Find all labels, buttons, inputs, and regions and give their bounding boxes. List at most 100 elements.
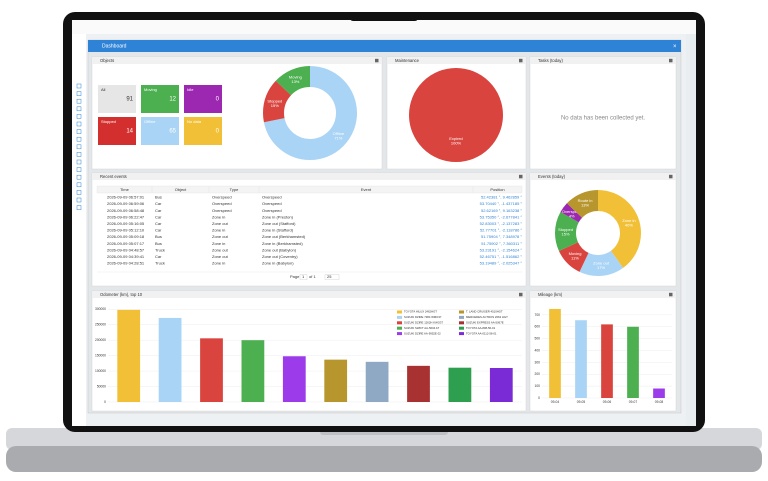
slice-value: 40% (625, 223, 633, 228)
checkbox[interactable] (76, 129, 82, 134)
table-cell: 51.75902 °, 7.360311 ° (481, 241, 522, 246)
page-size-value: 25 (327, 274, 332, 279)
legend-swatch (397, 332, 402, 336)
checkbox[interactable] (76, 106, 82, 112)
checkbox[interactable] (76, 167, 82, 172)
bar (549, 308, 561, 398)
table-cell: Car (155, 228, 162, 233)
bar (489, 368, 513, 402)
column-header[interactable]: Position (490, 187, 504, 192)
pie-slice (555, 190, 641, 276)
events-today-panel-settings[interactable] (669, 174, 673, 179)
status-tile[interactable] (141, 117, 179, 145)
table-cell: Zone out (212, 247, 229, 252)
checkbox[interactable] (76, 144, 82, 150)
tile-value: 65 (169, 129, 176, 135)
status-tile[interactable] (184, 85, 222, 113)
checkbox[interactable] (76, 91, 82, 96)
maintenance-panel-header (387, 57, 526, 64)
checkbox[interactable] (76, 152, 82, 157)
recent-events-panel-settings[interactable] (519, 174, 523, 179)
checkbox[interactable] (76, 197, 82, 203)
tile-value: 12 (169, 97, 176, 103)
bar (601, 324, 613, 398)
table-cell: Zone out (212, 234, 229, 239)
pie-slice (263, 66, 357, 160)
table-cell: 51.75904 °, 7.348978 ° (481, 234, 522, 239)
table-cell: Zone in (212, 228, 225, 233)
table-cell: Overspeed (262, 201, 282, 206)
laptop-base (6, 428, 762, 450)
mileage-panel-header (530, 291, 676, 298)
column-header[interactable]: Type (230, 187, 239, 192)
events-today-panel-title: Events (today) (538, 174, 566, 179)
events-today-panel-header (530, 173, 676, 180)
legend-swatch (459, 310, 464, 314)
objects-panel-settings[interactable] (375, 58, 379, 63)
mileage-panel-settings[interactable] (669, 292, 673, 297)
y-tick-label: 100 (534, 384, 540, 388)
pager-input[interactable] (299, 274, 308, 280)
tasks-panel-title: Tasks (today) (538, 58, 564, 63)
checkbox[interactable] (76, 114, 82, 119)
tile-label: Moving (144, 87, 157, 92)
tasks-panel-settings[interactable] (669, 58, 673, 63)
checkbox[interactable] (76, 159, 82, 165)
status-tile[interactable] (184, 117, 222, 145)
y-tick-label: 300000 (95, 307, 106, 311)
table-cell: Zone out (Berkhamsted) (262, 234, 306, 239)
column-header[interactable]: Time (120, 187, 130, 192)
table-cell: Overspeed (262, 195, 282, 200)
tile-value: 0 (216, 97, 220, 103)
column-header[interactable]: Event (361, 187, 372, 192)
status-tile[interactable] (98, 85, 136, 113)
bar (200, 338, 223, 402)
legend-label: SUZUKI DZIRE 7384 WMO37 (404, 315, 442, 319)
slice-value: 13% (581, 203, 589, 208)
pager-label: Page (290, 274, 300, 279)
checkbox[interactable] (76, 121, 82, 127)
slice-value: 4% (569, 213, 575, 218)
checkbox[interactable] (76, 174, 82, 180)
table-cell: Zone out (212, 254, 229, 259)
column-header[interactable]: Object (175, 187, 187, 192)
page-size[interactable] (324, 274, 340, 280)
odometer-panel-settings[interactable] (519, 292, 523, 297)
checkbox[interactable] (76, 136, 82, 142)
legend-swatch (397, 310, 402, 314)
tile-label: Idle (187, 87, 194, 92)
checkbox[interactable] (76, 182, 82, 188)
table-cell: Car (155, 208, 162, 213)
bar (365, 361, 389, 402)
checkbox[interactable] (76, 83, 82, 89)
legend-label: SUZUKI SWIFT AA-5604 AT (404, 326, 439, 330)
checkbox[interactable] (76, 205, 82, 210)
legend-swatch (459, 315, 464, 319)
legend-swatch (459, 321, 464, 325)
bar (627, 326, 639, 398)
status-tile[interactable] (98, 117, 136, 145)
slice-value: 13% (291, 79, 299, 84)
table-cell: Zone in (Preston) (262, 214, 294, 219)
slice-value: 11% (571, 256, 579, 261)
maintenance-panel-settings[interactable] (519, 58, 523, 63)
y-tick-label: 250000 (95, 323, 106, 327)
legend-label: TOYOTA AA-0112-56-01 (466, 331, 497, 335)
laptop-base-shadow (6, 446, 762, 472)
pie-slice (555, 190, 641, 276)
pager-page: 1 (302, 274, 305, 279)
checkbox[interactable] (76, 190, 82, 195)
status-tile[interactable] (141, 85, 179, 113)
tile-label: Stopped (101, 119, 116, 124)
window-title: Dashboard (102, 44, 127, 50)
slice-label: Route in (578, 198, 593, 203)
table-cell: 52.77701 °, -2.118786 ° (480, 228, 522, 233)
close-button[interactable]: × (673, 44, 677, 50)
slice-value: 71% (334, 136, 342, 141)
pie-slice (263, 66, 357, 160)
checkbox[interactable] (76, 98, 82, 104)
legend-label: T. LAND CRUISER 4510HGT (466, 310, 503, 314)
y-tick-label: 50000 (97, 384, 106, 388)
tile-value: 14 (126, 129, 133, 135)
